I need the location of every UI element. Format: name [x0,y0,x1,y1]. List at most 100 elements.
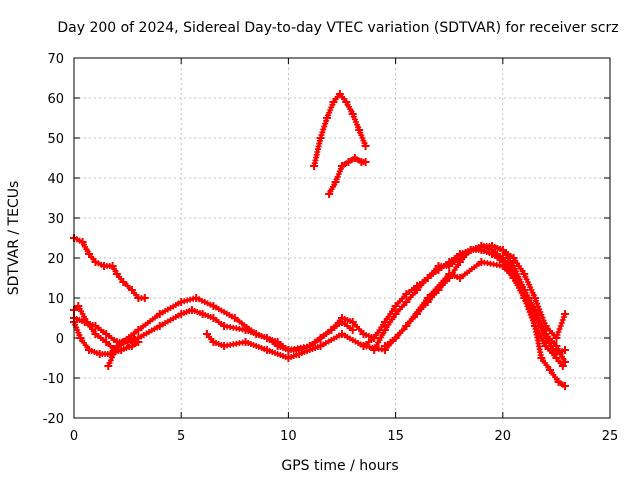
data-point [102,330,111,338]
data-point [380,326,389,334]
data-point [220,342,229,350]
data-point [391,310,400,318]
data-point [520,286,529,294]
data-point [359,342,368,350]
data-point [545,366,554,374]
data-point [241,338,250,346]
data-point [445,262,454,270]
data-point [413,310,422,318]
data-point [530,294,539,302]
data-point [370,346,379,354]
data-point [134,338,143,346]
x-tick-label: 0 [70,429,78,444]
data-point [560,346,569,354]
data-point [252,330,261,338]
data-point [102,338,111,346]
y-tick-label: -10 [43,372,64,387]
data-point [262,346,271,354]
data-point [344,158,353,166]
y-tick-label: 60 [47,92,64,107]
data-point [552,334,561,342]
data-point [209,314,218,322]
data-point [177,298,186,306]
data-point [316,342,325,350]
data-point [541,322,550,330]
data-point [361,142,370,150]
data-point [402,322,411,330]
data-point [209,338,218,346]
data-point [331,178,340,186]
data-point [95,350,104,358]
data-point [322,114,331,122]
data-point [78,238,87,246]
data-point [177,310,186,318]
data-point [230,314,239,322]
data-point [127,342,136,350]
chart-title: Day 200 of 2024, Sidereal Day-to-day VTE… [57,20,618,36]
y-tick-label: -20 [43,412,64,427]
data-point [100,262,109,270]
data-point [91,330,100,338]
data-point [520,270,529,278]
data-point [119,278,128,286]
data-point [391,334,400,342]
data-point [335,90,344,98]
data-point [541,330,550,338]
y-tick-label: 70 [47,52,64,67]
data-point [338,314,346,322]
x-tick-label: 20 [495,429,512,444]
data-point [380,342,389,350]
data-point [488,242,497,250]
data-point [423,298,432,306]
y-axis-label: SDTVAR / TECUs [6,181,22,296]
data-point [338,162,346,170]
series-track-11 [310,90,370,170]
data-point [295,350,304,358]
data-point [284,354,293,362]
y-tick-label: 30 [47,212,64,227]
y-tick-label: 0 [56,332,64,347]
data-point [198,310,207,318]
axis-ticks: 0 5 10 15 20 25 -20 -10 0 10 20 30 40 50 60 70 [43,52,619,444]
data-point [530,322,539,330]
data-point [127,286,136,294]
data-point [423,274,432,282]
data-point [76,334,85,342]
x-tick-label: 10 [280,429,297,444]
data-point [348,326,357,334]
y-tick-label: 20 [47,252,64,267]
y-tick-label: 40 [47,172,64,187]
grid [74,58,610,418]
data-point [498,246,507,254]
data-point [325,190,334,198]
data-point [434,286,443,294]
data-point [477,242,486,250]
data-point [85,346,94,354]
data-point [402,290,411,298]
data-point [74,302,83,310]
data-point [155,310,164,318]
data-point [329,98,338,106]
data-point [108,262,117,270]
data-point [187,306,196,314]
data-point [316,134,325,142]
data-point [359,330,368,338]
x-tick-label: 5 [177,429,185,444]
data-point [509,262,518,270]
data-point [350,154,359,162]
data-point [284,346,293,354]
data-point [104,362,113,370]
x-tick-label: 15 [387,429,404,444]
data-point [273,338,282,346]
data-point [477,258,486,266]
data-point [134,326,143,334]
data-point [434,262,443,270]
data-point [560,358,569,366]
data-point [112,342,121,350]
data-point [85,250,94,258]
data-point [209,302,218,310]
data-point [348,110,357,118]
data-point [560,310,569,318]
data-point [560,382,569,390]
